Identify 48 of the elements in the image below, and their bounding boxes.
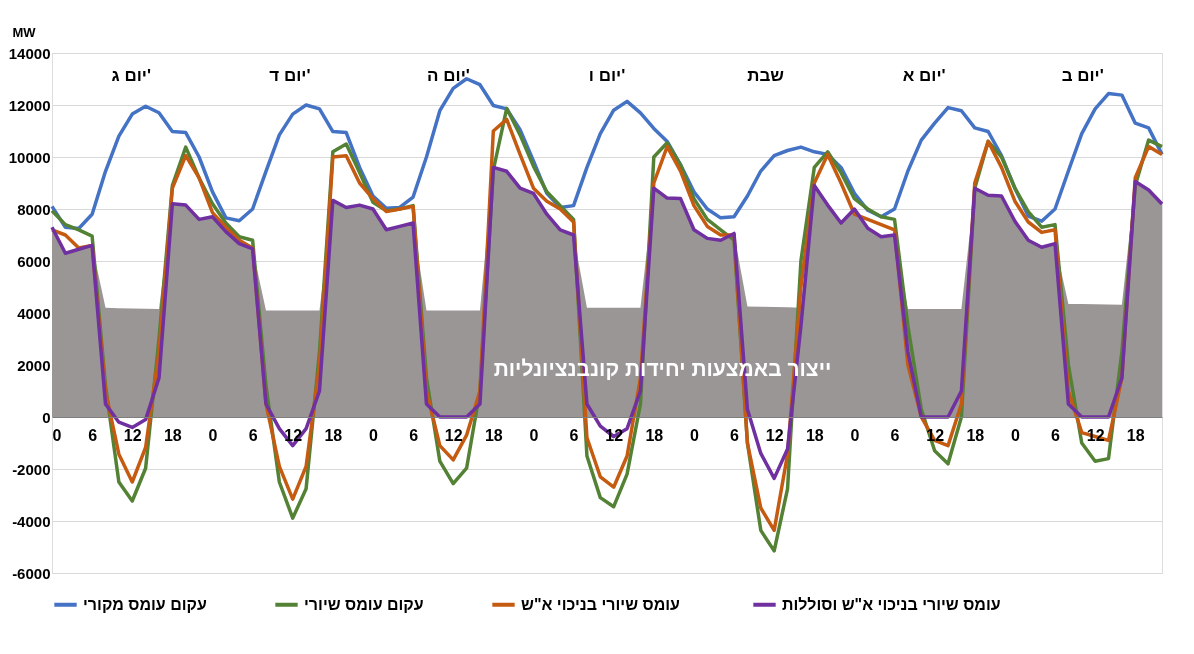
- x-tick-label: 12: [765, 426, 784, 444]
- legend-label: עומס שיורי בניכוי א"ש: [521, 595, 681, 613]
- y-axis-title: MW: [12, 24, 37, 40]
- x-tick-label: 0: [369, 426, 379, 444]
- x-tick-label: 6: [88, 426, 98, 444]
- y-tick-label: -4000: [12, 512, 51, 530]
- x-tick-label: 0: [52, 426, 62, 444]
- annotation: יום ה': [427, 66, 470, 86]
- legend-label: עקום עומס מקורי: [83, 595, 208, 613]
- x-tick-label: 18: [966, 426, 985, 444]
- x-tick-label: 6: [1051, 426, 1061, 444]
- x-tick-label: 0: [208, 426, 218, 444]
- y-tick-label: 6000: [17, 252, 51, 270]
- annotation: יום ג': [111, 66, 151, 86]
- x-tick-label: 18: [484, 426, 503, 444]
- x-tick-label: 12: [123, 426, 142, 444]
- y-tick-label: 10000: [8, 148, 51, 166]
- x-tick-label: 6: [569, 426, 579, 444]
- y-tick-label: -2000: [12, 460, 51, 478]
- x-tick-label: 6: [409, 426, 419, 444]
- legend-label: עקום עומס שיורי: [304, 595, 424, 613]
- x-tick-label: 6: [890, 426, 900, 444]
- x-tick-label: 0: [850, 426, 860, 444]
- x-tick-label: 18: [645, 426, 664, 444]
- x-tick-label: 18: [1126, 426, 1145, 444]
- x-tick-label: 0: [689, 426, 699, 444]
- annotation: יום ד': [269, 66, 311, 86]
- y-tick-label: 8000: [17, 200, 51, 218]
- y-tick-label: 4000: [17, 304, 51, 322]
- legend-label: עומס שיורי בניכוי א"ש וסוללות: [782, 595, 1001, 613]
- x-tick-label: 12: [444, 426, 463, 444]
- y-tick-label: 2000: [17, 356, 51, 374]
- y-tick-label: 0: [42, 408, 51, 426]
- annotation: יום א': [902, 66, 946, 86]
- y-tick-label: -6000: [12, 564, 51, 582]
- line-series: [50, 165, 1164, 481]
- annotation: יום ב': [1061, 66, 1104, 86]
- y-tick-label: 12000: [8, 96, 51, 114]
- x-tick-label: 18: [163, 426, 182, 444]
- x-tick-label: 0: [1010, 426, 1020, 444]
- x-tick-label: 18: [805, 426, 824, 444]
- annotation: שבת: [747, 66, 785, 86]
- x-tick-label: 18: [324, 426, 343, 444]
- y-tick-label: 14000: [8, 44, 51, 62]
- x-tick-label: 0: [529, 426, 539, 444]
- x-tick-label: 6: [730, 426, 740, 444]
- x-tick-label: 6: [248, 426, 258, 444]
- annotation: יום ו': [588, 66, 626, 86]
